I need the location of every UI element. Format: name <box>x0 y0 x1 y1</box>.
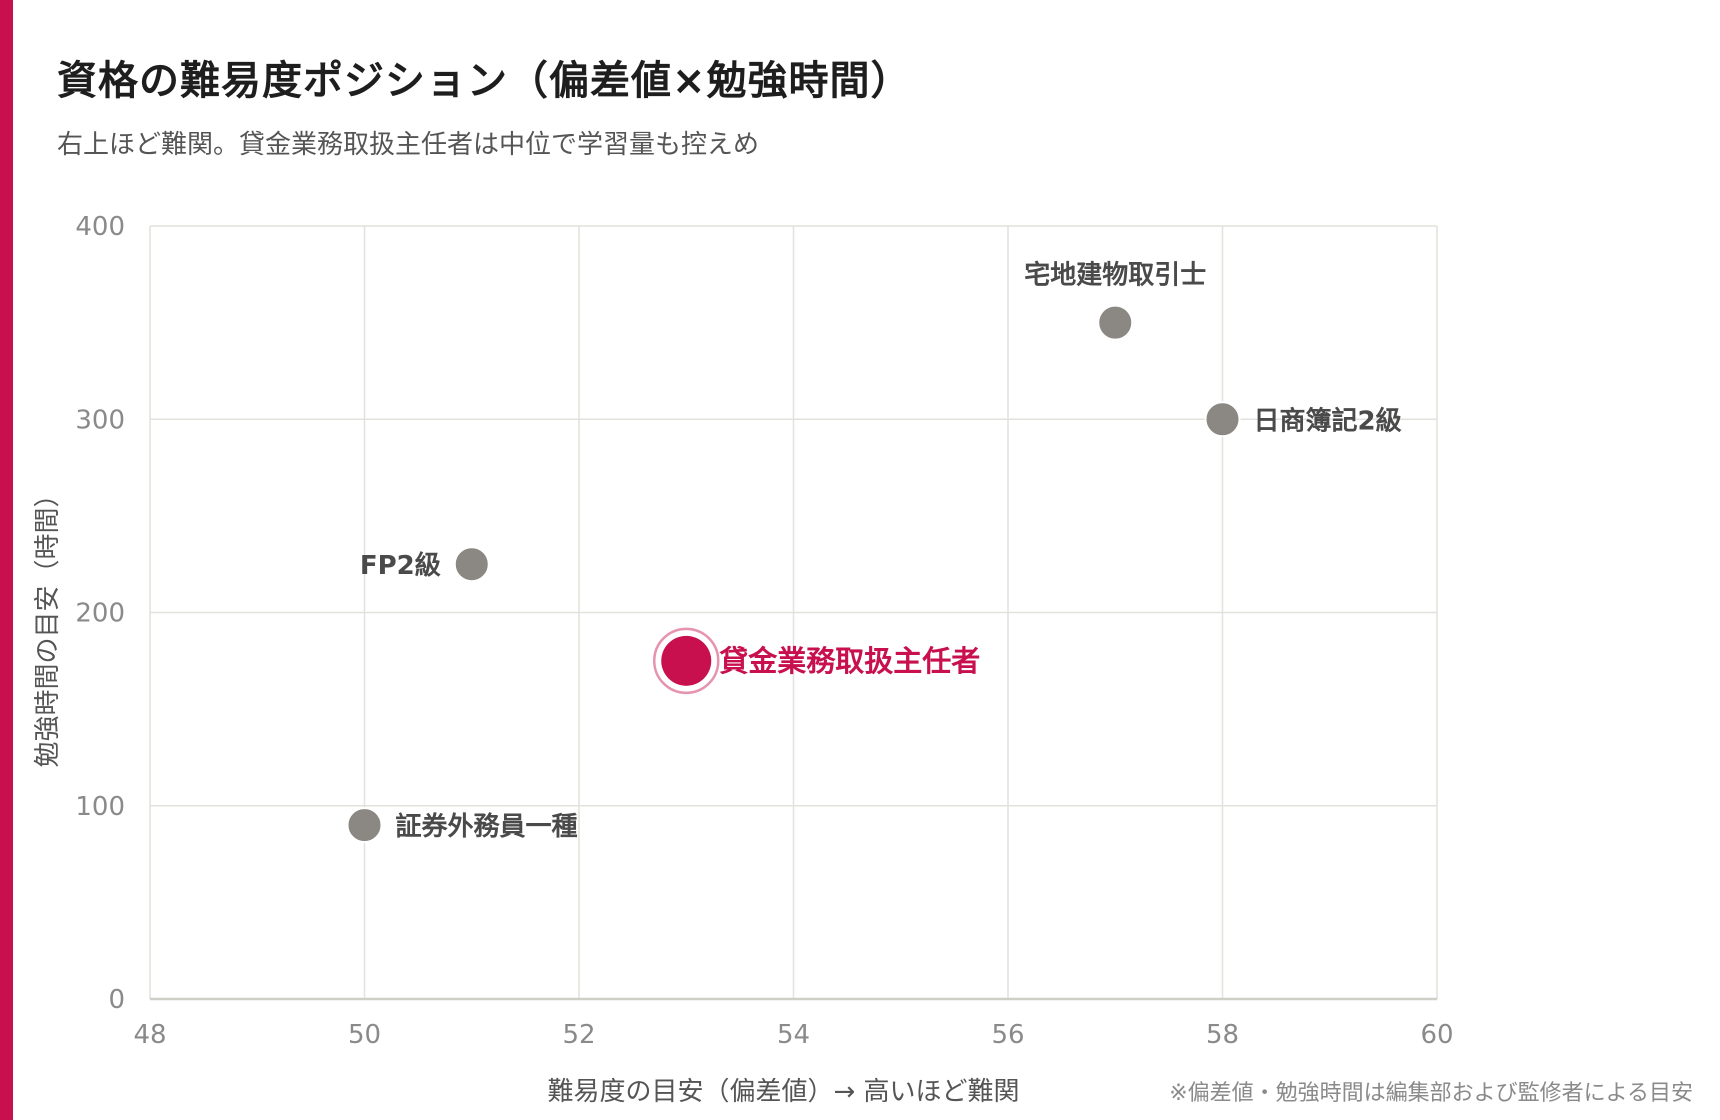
accent-bar <box>0 0 13 1120</box>
page-title: 資格の難易度ポジション（偏差値×勉強時間） <box>57 58 912 104</box>
source-note: ※偏差値・勉強時間は編集部および監修者による目安 <box>1169 1081 1693 1106</box>
point-marker <box>1204 401 1241 438</box>
point-label: 証券外務員一種 <box>396 811 578 842</box>
point-label: 宅地建物取引士 <box>1024 260 1206 291</box>
data-point: FP2級 <box>360 546 490 583</box>
point-label: 日商簿記2級 <box>1254 405 1402 436</box>
y-tick-label: 200 <box>75 599 125 629</box>
x-tick-label: 52 <box>562 1020 595 1050</box>
point-label: FP2級 <box>360 550 441 581</box>
point-marker <box>453 546 490 583</box>
x-tick-label: 60 <box>1420 1020 1453 1050</box>
y-tick-label: 0 <box>108 985 125 1015</box>
x-tick-label: 54 <box>777 1020 810 1050</box>
y-axis-title: 勉強時間の目安（時間） <box>33 481 63 767</box>
grid-layer <box>149 225 1438 1001</box>
point-marker <box>346 807 383 844</box>
y-tick-label: 100 <box>75 792 125 822</box>
tick-labels: 48 50 52 54 56 58 60 0 100 200 300 400 <box>75 212 1453 1050</box>
point-label: 貸金業務取扱主任者 <box>719 644 980 678</box>
y-tick-label: 300 <box>75 405 125 435</box>
x-tick-label: 50 <box>348 1020 381 1050</box>
data-point: 日商簿記2級 <box>1204 401 1402 438</box>
x-tick-label: 48 <box>133 1020 166 1050</box>
x-tick-label: 58 <box>1206 1020 1239 1050</box>
point-marker <box>1097 304 1134 341</box>
point-marker <box>661 635 712 686</box>
page-subtitle: 右上ほど難関。貸金業務取扱主任者は中位で学習量も控えめ <box>57 130 760 160</box>
data-point: 証券外務員一種 <box>346 807 578 844</box>
x-tick-label: 56 <box>991 1020 1024 1050</box>
data-point: 宅地建物取引士 <box>1024 260 1206 341</box>
data-point: 貸金業務取扱主任者 <box>653 627 980 695</box>
x-axis-title: 難易度の目安（偏差値）→ 高いほど難関 <box>547 1077 1019 1107</box>
y-tick-label: 400 <box>75 212 125 242</box>
